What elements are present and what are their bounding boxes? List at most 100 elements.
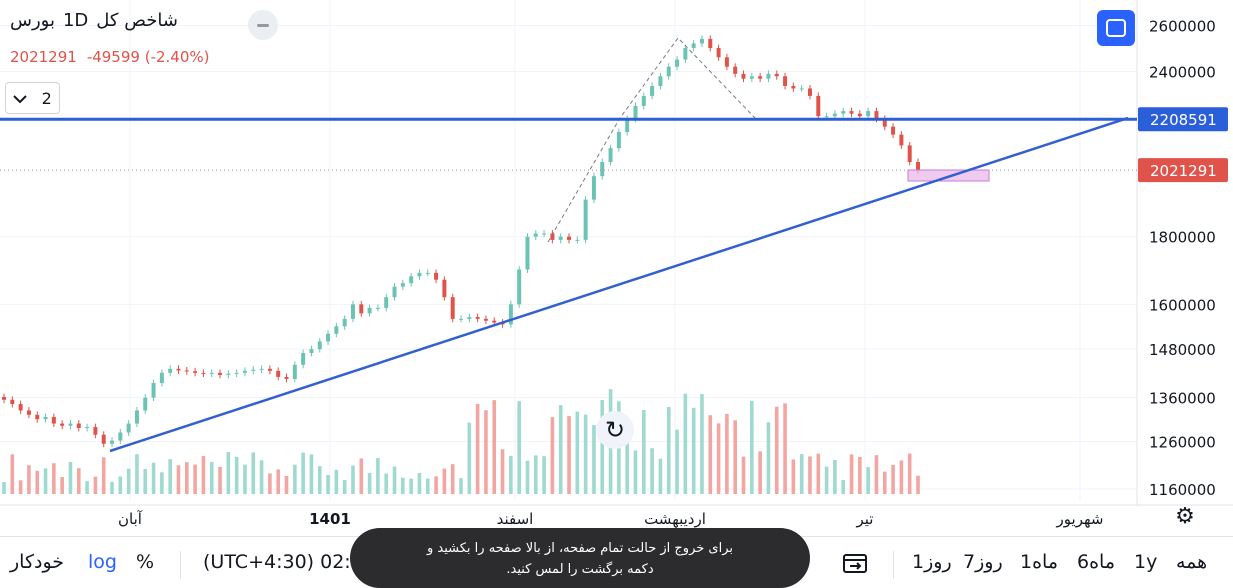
- volume-bar: [633, 450, 638, 494]
- candle-body: [733, 66, 738, 74]
- candle-body: [824, 116, 829, 118]
- candle-body: [101, 434, 106, 444]
- y-tick-label: 2600000: [1149, 18, 1216, 36]
- candle-body: [76, 423, 81, 428]
- volume-bar: [841, 479, 846, 494]
- percent-scale-button[interactable]: %: [136, 551, 155, 573]
- candle-body: [400, 283, 405, 287]
- y-tick-label: 1260000: [1149, 434, 1216, 452]
- candle-body: [43, 416, 48, 420]
- volume-bar: [160, 472, 164, 494]
- log-scale-button[interactable]: log: [88, 551, 117, 573]
- candle-body: [359, 304, 364, 314]
- candle-body: [832, 113, 837, 117]
- range-7d[interactable]: 7روز: [963, 551, 1003, 573]
- candle-body: [899, 134, 904, 146]
- volume-bar: [326, 475, 330, 494]
- range-all[interactable]: همه: [1176, 551, 1208, 573]
- candle-body: [625, 118, 630, 132]
- candle-body: [176, 368, 181, 371]
- candle-body: [783, 76, 788, 87]
- candle-body: [691, 43, 696, 49]
- volume-bar: [268, 473, 272, 494]
- eye-off-icon[interactable]: [248, 10, 278, 40]
- candle-body: [51, 416, 56, 424]
- candle-body: [866, 111, 871, 117]
- y-tick-label: 1160000: [1149, 481, 1216, 499]
- volume-bar: [425, 478, 430, 494]
- candle-body: [425, 272, 430, 274]
- horizontal-level-badge: [1138, 107, 1228, 132]
- candle-body: [633, 105, 638, 119]
- candle-body: [533, 233, 538, 237]
- candle-body: [10, 399, 15, 405]
- candle-body: [134, 410, 139, 424]
- volume-bar: [351, 465, 355, 494]
- volume-bar: [533, 455, 538, 494]
- interval-label: 1D: [62, 10, 89, 31]
- volume-bar: [2, 482, 6, 494]
- indicator-count: 2: [41, 88, 52, 108]
- volume-bar: [259, 460, 264, 494]
- volume-bar: [367, 472, 372, 494]
- candle-body: [882, 118, 887, 127]
- volume-bar: [475, 403, 480, 494]
- chart-canvas[interactable]: 2600000 2400000 1800000 1600000 1480000 13600…: [0, 0, 1233, 536]
- calendar-range-icon[interactable]: [842, 552, 868, 574]
- volume-bar: [525, 460, 530, 494]
- candle-body: [334, 326, 339, 334]
- replay-icon[interactable]: ↻: [596, 411, 634, 449]
- candle-body: [567, 236, 572, 240]
- candle-body: [907, 145, 912, 162]
- last-price-badge-label: 2021291: [1150, 162, 1217, 180]
- volume-bar: [484, 410, 488, 494]
- volume-bar: [492, 400, 497, 494]
- candle-body: [774, 73, 779, 77]
- volume-bar: [766, 422, 771, 494]
- volume-bar: [60, 477, 64, 494]
- trend-line: [109, 116, 1129, 453]
- volume-bar: [284, 475, 289, 494]
- volume-bar: [68, 461, 73, 494]
- symbol-name: شاخص کل: [96, 10, 178, 31]
- candle-body: [110, 440, 115, 444]
- auto-scale-button[interactable]: خودکار: [10, 551, 65, 573]
- volume-bar: [10, 454, 15, 494]
- timezone-label[interactable]: (UTC+4:30) 02:3: [203, 551, 363, 573]
- candle-body: [2, 396, 6, 400]
- candle-body: [550, 233, 555, 240]
- volume-bar: [666, 406, 671, 494]
- symbol-legend[interactable]: بورس 1D شاخص کل: [10, 10, 178, 31]
- candle-body: [558, 236, 563, 240]
- volume-bar: [52, 463, 56, 494]
- exchange-label: بورس: [10, 10, 55, 31]
- range-1m[interactable]: 1ماه: [1020, 551, 1059, 573]
- volume-bar: [35, 470, 40, 494]
- indicators-collapse-button[interactable]: 2: [5, 82, 60, 114]
- volume-bar: [858, 456, 862, 494]
- range-6m[interactable]: 6ماه: [1077, 551, 1116, 573]
- volume-bar: [434, 476, 438, 494]
- candle-body: [342, 318, 347, 327]
- volume-bar: [783, 403, 787, 494]
- candle-body: [234, 372, 239, 374]
- x-tick-label: 1401: [309, 510, 351, 528]
- volume-bar: [209, 461, 214, 494]
- candle-body: [699, 38, 704, 44]
- legend-values: 2021291 -49599 (-2.40%): [10, 48, 209, 66]
- candle-body: [766, 73, 771, 79]
- range-1y[interactable]: 1y: [1134, 551, 1158, 573]
- volume-bar: [808, 456, 812, 494]
- volume-bar: [799, 454, 804, 494]
- candle-body: [741, 73, 746, 79]
- candle-body: [259, 368, 264, 370]
- range-1d[interactable]: 1روز: [912, 551, 952, 573]
- volume-bar: [85, 481, 89, 494]
- volume-bar: [758, 451, 762, 494]
- volume-bar: [409, 478, 413, 494]
- candle-body: [392, 286, 397, 298]
- gear-icon[interactable]: ⚙: [1175, 503, 1195, 529]
- candle-body: [143, 397, 148, 411]
- volume-bar: [849, 454, 854, 494]
- fullscreen-icon[interactable]: [1097, 10, 1135, 46]
